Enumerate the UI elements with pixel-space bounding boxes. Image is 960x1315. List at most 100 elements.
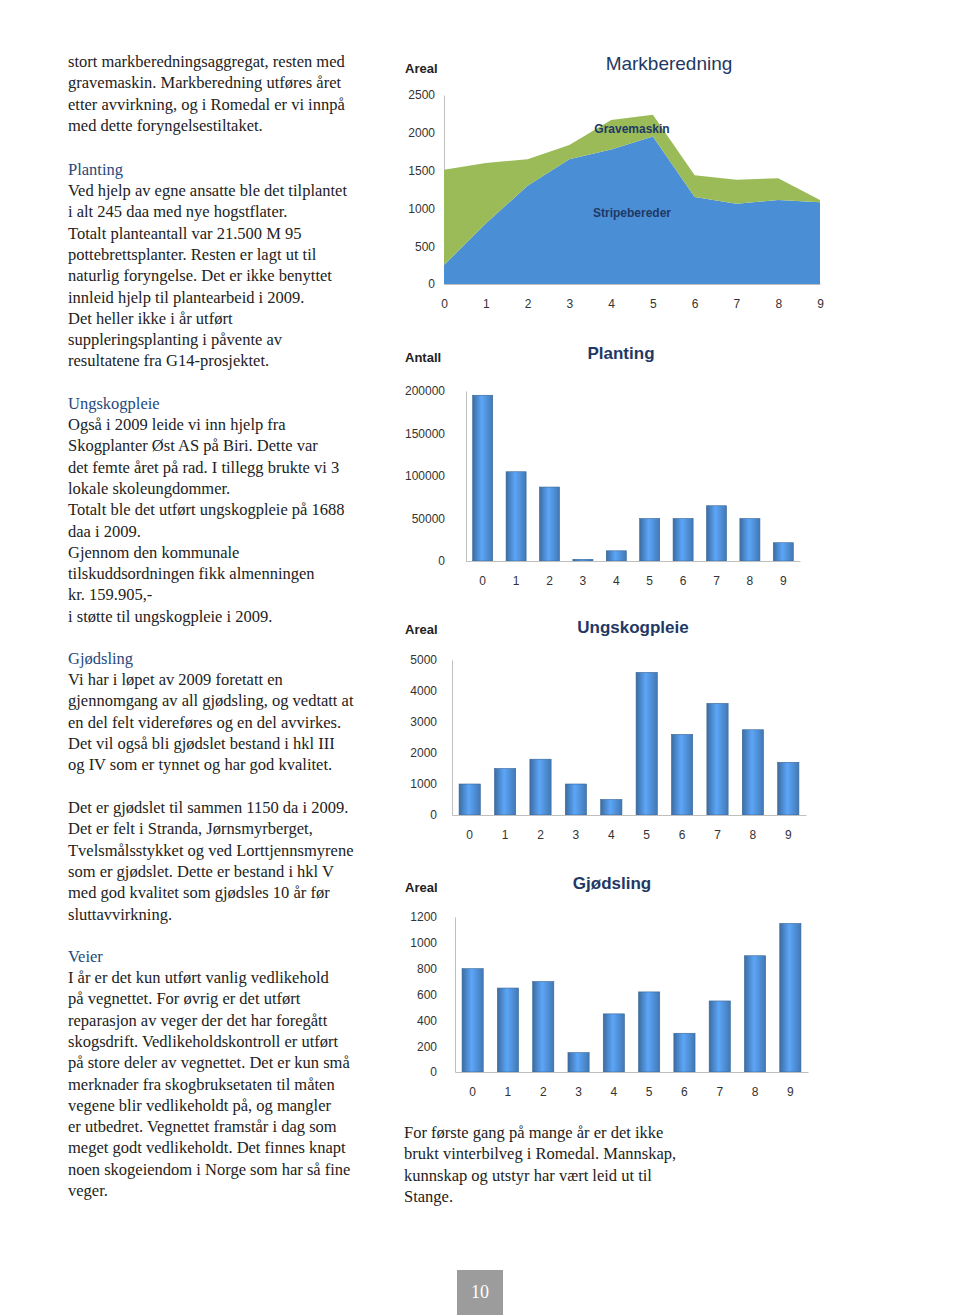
x-axis-tick: 3 bbox=[575, 1072, 582, 1099]
x-axis: 0123456789 bbox=[467, 561, 801, 588]
y-axis-tick: 1000 bbox=[408, 202, 444, 216]
x-axis-tick: 0 bbox=[479, 561, 486, 588]
y-axis-tick-label: 0 bbox=[430, 1065, 437, 1079]
x-axis-tick-label: 9 bbox=[817, 297, 824, 311]
x-axis: 0123456789 bbox=[456, 1072, 809, 1099]
bar bbox=[740, 519, 760, 562]
x-axis-tick-label: 7 bbox=[734, 297, 741, 311]
series-label: Gravemaskin bbox=[594, 122, 669, 136]
x-axis-tick: 9 bbox=[780, 561, 787, 588]
x-axis-tick: 3 bbox=[573, 815, 580, 842]
x-axis-tick-label: 5 bbox=[646, 574, 653, 588]
plot-area bbox=[459, 672, 799, 815]
x-axis-tick: 2 bbox=[546, 561, 553, 588]
paragraph-line: innleid hjelp til plantearbeid i 2009. bbox=[68, 288, 304, 307]
y-axis-tick-label: 2000 bbox=[408, 126, 435, 140]
y-axis-tick-label: 0 bbox=[438, 554, 445, 568]
x-axis-tick: 0 bbox=[469, 1072, 476, 1099]
y-axis-tick: 0 bbox=[428, 277, 444, 291]
x-axis-tick: 4 bbox=[608, 815, 615, 842]
y-axis-tick: 150000 bbox=[405, 427, 466, 441]
chart-title: Gjødsling bbox=[573, 874, 651, 893]
x-axis-tick-label: 2 bbox=[525, 297, 532, 311]
y-axis-title: Areal bbox=[405, 622, 438, 637]
bar bbox=[494, 769, 515, 816]
paragraph-line: brukt vinterbilveg i Romedal. Mannskap, bbox=[404, 1144, 676, 1163]
y-axis-tick-label: 150000 bbox=[405, 427, 445, 441]
x-axis-tick-label: 2 bbox=[546, 574, 553, 588]
x-axis-tick-label: 6 bbox=[679, 828, 686, 842]
section-heading: Planting bbox=[68, 160, 123, 179]
y-axis-tick-label: 1500 bbox=[408, 164, 435, 178]
x-axis-tick: 7 bbox=[714, 815, 721, 842]
page-number: 10 bbox=[471, 1282, 489, 1302]
paragraph-line: på vegnettet. For øvrig er det utført bbox=[68, 989, 301, 1008]
x-axis-tick: 1 bbox=[513, 561, 520, 588]
section-heading: Ungskogpleie bbox=[68, 394, 160, 413]
x-axis-line bbox=[467, 561, 801, 562]
chart-title: Markberedning bbox=[606, 53, 733, 74]
y-axis-tick-label: 50000 bbox=[412, 512, 446, 526]
plot-area bbox=[473, 395, 794, 561]
paragraph-line: gravemaskin. Markberedning utføres året bbox=[68, 73, 341, 92]
y-axis-tick: 600 bbox=[417, 988, 455, 1002]
paragraph-line: meget godt vedlikeholdt. Det finnes knap… bbox=[68, 1138, 346, 1157]
paragraph-line: Skogplanter Øst AS på Biri. Dette var bbox=[68, 436, 318, 455]
x-axis-tick-label: 6 bbox=[681, 1085, 688, 1099]
x-axis-tick: 5 bbox=[643, 815, 650, 842]
y-axis-tick: 500 bbox=[415, 240, 444, 254]
y-axis: 020040060080010001200 bbox=[410, 910, 455, 1079]
paragraph-line: Det er felt i Stranda, Jørnsmyrberget, bbox=[68, 819, 313, 838]
paragraph-line: veger. bbox=[68, 1181, 108, 1200]
x-axis-tick-label: 5 bbox=[650, 297, 657, 311]
x-axis-tick: 8 bbox=[752, 1072, 759, 1099]
paragraph-line: daa i 2009. bbox=[68, 522, 141, 541]
bar bbox=[606, 551, 626, 561]
bar bbox=[459, 784, 480, 815]
x-axis-tick-label: 1 bbox=[505, 1085, 512, 1099]
paragraph-line: Stange. bbox=[404, 1187, 453, 1206]
x-axis-tick: 1 bbox=[483, 284, 490, 311]
bar bbox=[539, 487, 559, 561]
paragraph-line: og IV som er tynnet og har god kvalitet. bbox=[68, 755, 332, 774]
y-axis-tick: 0 bbox=[438, 554, 466, 568]
x-axis-tick-label: 4 bbox=[611, 1085, 618, 1099]
bar bbox=[533, 982, 554, 1072]
paragraph-line: Vi har i løpet av 2009 foretatt en bbox=[68, 670, 283, 689]
bar bbox=[565, 784, 586, 815]
y-axis-tick-label: 2000 bbox=[410, 746, 437, 760]
y-axis-line bbox=[452, 661, 453, 816]
plot-area bbox=[444, 115, 820, 284]
y-axis-tick-label: 500 bbox=[415, 240, 435, 254]
x-axis-tick: 4 bbox=[613, 561, 620, 588]
x-axis-tick: 5 bbox=[646, 1072, 653, 1099]
x-axis-tick: 3 bbox=[580, 561, 587, 588]
plot-area bbox=[462, 923, 801, 1072]
y-axis-tick-label: 0 bbox=[430, 808, 437, 822]
x-axis-line bbox=[456, 1072, 809, 1073]
x-axis-tick-label: 8 bbox=[775, 297, 782, 311]
y-axis-tick-label: 1200 bbox=[410, 910, 437, 924]
y-axis-line bbox=[466, 392, 467, 562]
x-axis-tick: 4 bbox=[611, 1072, 618, 1099]
paragraph-line: med dette foryngelsestiltaket. bbox=[68, 116, 263, 135]
y-axis-tick-label: 2500 bbox=[408, 88, 435, 102]
x-axis-tick: 9 bbox=[817, 284, 824, 311]
paragraph-line: det femte året på rad. I tillegg brukte … bbox=[68, 458, 339, 477]
paragraph-line: Gjennom den kommunale bbox=[68, 543, 239, 562]
x-axis-tick: 9 bbox=[785, 815, 792, 842]
x-axis-tick: 6 bbox=[680, 561, 687, 588]
paragraph-line: Det heller ikke i år utført bbox=[68, 309, 233, 328]
y-axis-tick-label: 1000 bbox=[410, 936, 437, 950]
y-axis-tick-label: 1000 bbox=[410, 777, 437, 791]
x-axis: 0123456789 bbox=[453, 815, 807, 842]
y-axis-tick-label: 200 bbox=[417, 1040, 437, 1054]
x-axis-tick-label: 0 bbox=[479, 574, 486, 588]
y-axis-tick: 800 bbox=[417, 962, 455, 976]
paragraph-line: Totalt planteantall var 21.500 M 95 bbox=[68, 224, 301, 243]
x-axis-tick: 4 bbox=[608, 284, 615, 311]
paragraph-line: noen skogeiendom i Norge som har så fine bbox=[68, 1160, 350, 1179]
x-axis-tick: 6 bbox=[679, 815, 686, 842]
page-number-box bbox=[457, 1270, 503, 1315]
bar bbox=[639, 992, 660, 1072]
